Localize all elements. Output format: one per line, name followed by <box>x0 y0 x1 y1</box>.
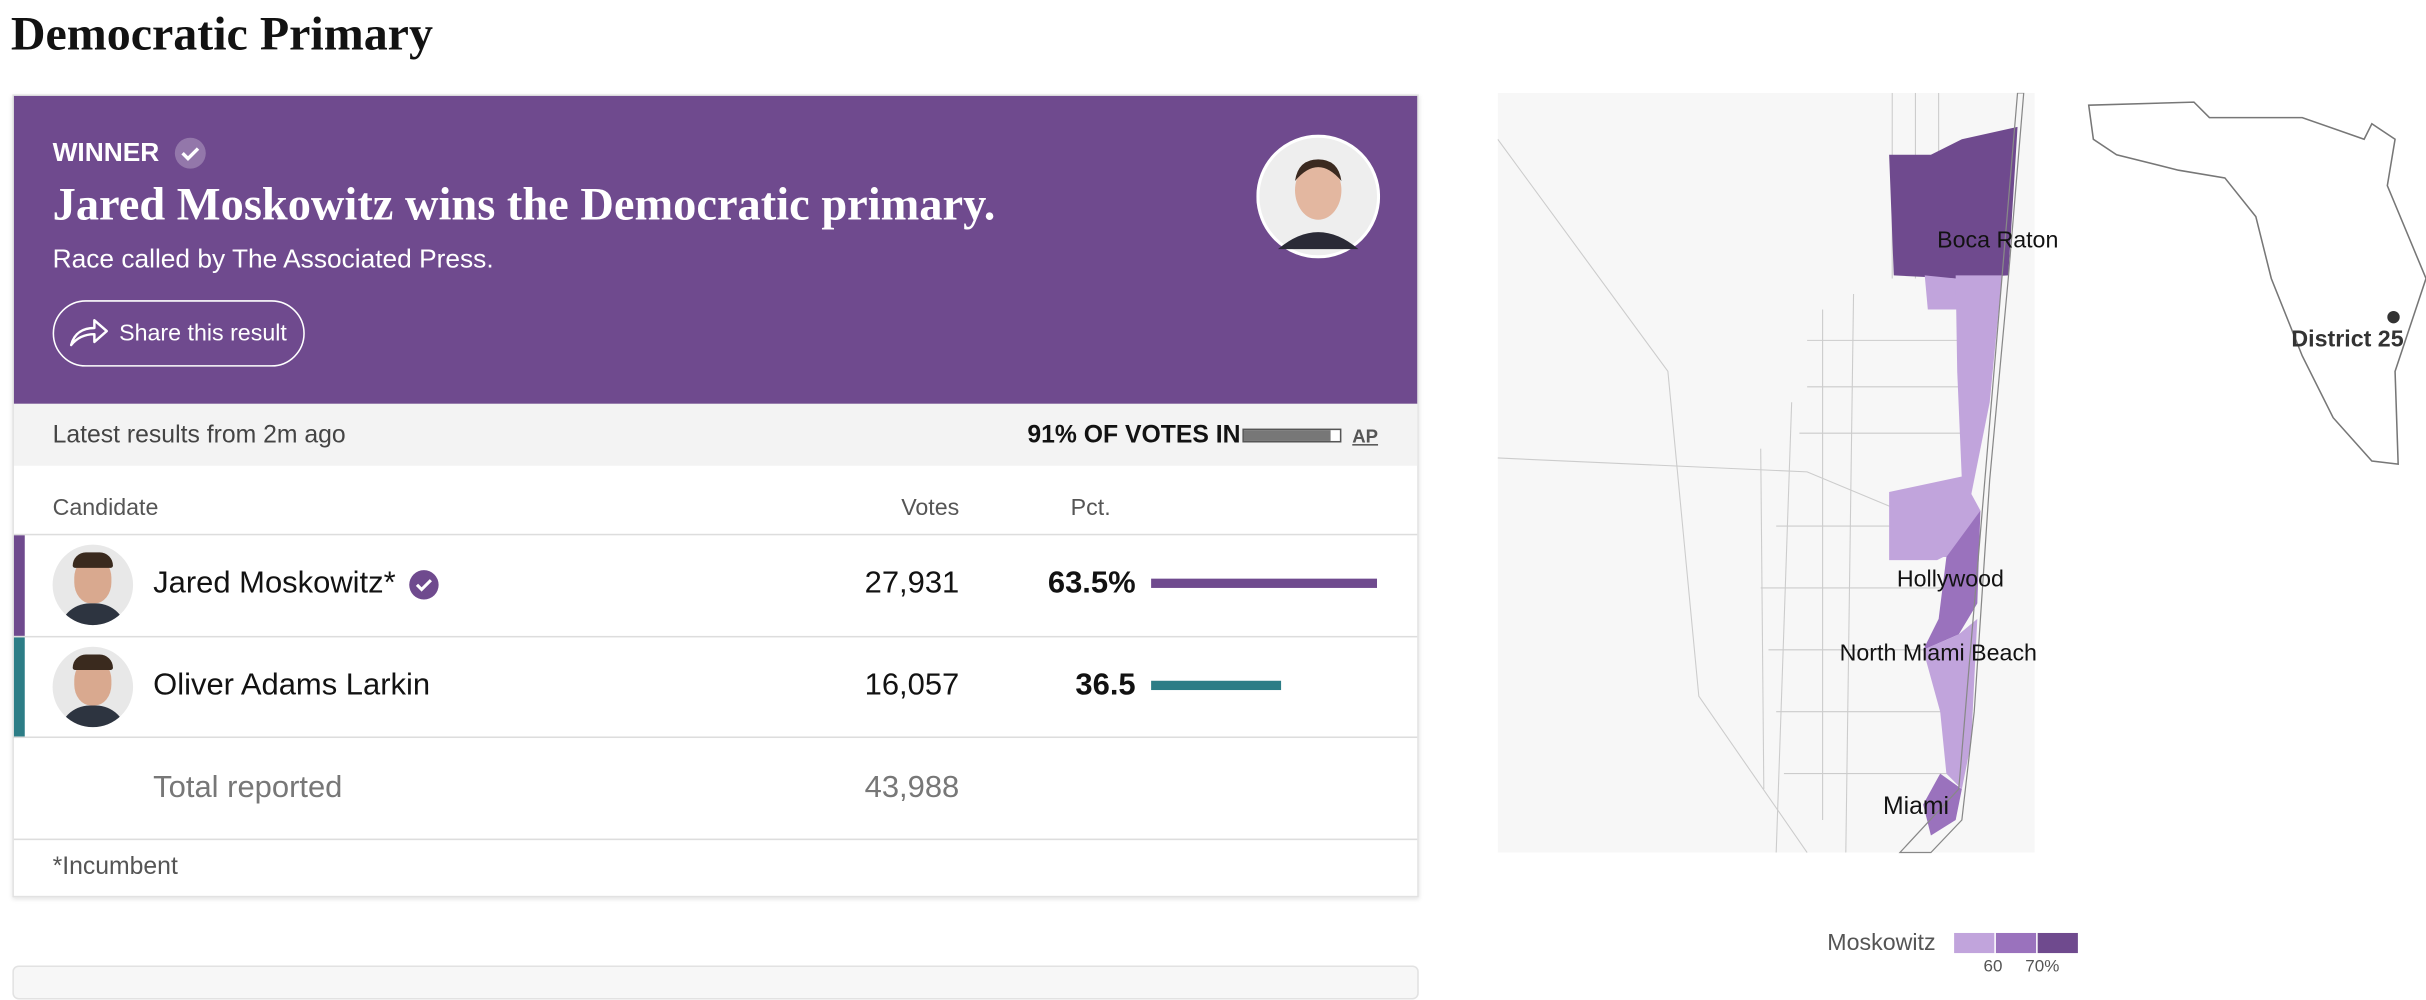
total-label: Total reported <box>153 770 343 805</box>
reporting-bar <box>1243 430 1332 441</box>
column-header: Pct. <box>1070 495 1111 522</box>
winner-banner: WINNER Jared Moskowitz wins the Democrat… <box>13 95 1418 404</box>
total-votes: 43,988 <box>864 770 960 805</box>
reporting-label: 91% OF VOTES IN <box>1027 422 1241 449</box>
results-card: WINNER Jared Moskowitz wins the Democrat… <box>12 94 1419 898</box>
headline: Jared Moskowitz wins the Democratic prim… <box>52 179 996 231</box>
winner-check <box>408 569 439 599</box>
legend-tick: 60 <box>1983 957 2003 977</box>
candidate-row: Jared Moskowitz* 27,931 63.5% <box>13 533 1418 636</box>
photo-body <box>58 603 127 626</box>
district-map <box>1497 92 2426 854</box>
photo-hair <box>72 654 113 670</box>
photo-body <box>58 705 127 728</box>
place-label: North Miami Beach <box>1839 640 2037 667</box>
column-header: Votes <box>901 495 960 522</box>
place-label: Hollywood <box>1896 566 2004 593</box>
map-precincts <box>1889 92 2025 854</box>
next-card <box>12 965 1419 1000</box>
legend-title: Moskowitz <box>1827 929 1936 957</box>
reporting-track <box>1242 428 1342 443</box>
state-outline <box>2087 101 2426 466</box>
subtitle: Race called by The Associated Press. <box>52 244 494 274</box>
latest-results: Latest results from 2m ago <box>52 422 346 449</box>
district-label: District 25 <box>2291 326 2404 353</box>
candidate-votes: 16,057 <box>864 668 960 703</box>
column-header: Candidate <box>52 495 159 522</box>
candidate-stripe <box>13 637 25 739</box>
share-button[interactable]: Share this result <box>52 300 305 367</box>
candidate-stripe <box>13 535 25 636</box>
candidate-photo <box>52 544 134 626</box>
candidate-name: Oliver Adams Larkin <box>153 668 431 703</box>
candidate-pct: 36.5 <box>1075 668 1136 703</box>
candidate-photo <box>52 646 134 728</box>
winner-photo <box>1256 134 1381 259</box>
share-label: Share this result <box>119 320 287 347</box>
candidate-votes: 27,931 <box>864 566 960 601</box>
legend-swatch <box>1954 932 1995 954</box>
place-label: Miami <box>1882 793 1949 821</box>
legend-tick: 70% <box>2025 957 2060 977</box>
legend-swatch <box>2037 932 2078 954</box>
legend-swatch <box>1995 932 2037 954</box>
page-title: Democratic Primary <box>10 6 433 61</box>
footnote: *Incumbent <box>52 854 178 881</box>
place-label: Boca Raton <box>1937 227 2059 254</box>
pct-bar <box>1151 578 1378 588</box>
pct-bar <box>1151 680 1281 691</box>
candidate-pct: 63.5% <box>1047 566 1136 601</box>
candidate-row: Oliver Adams Larkin 16,057 36.5 <box>13 635 1418 739</box>
share-icon <box>69 319 108 347</box>
total-row: Total reported 43,988 <box>13 736 1418 841</box>
district-marker <box>2387 310 2400 324</box>
status-bar: Latest results from 2m ago 91% OF VOTES … <box>13 403 1418 466</box>
photo-hair <box>72 552 113 568</box>
winner-badge: WINNER <box>52 137 160 168</box>
legend-swatches <box>1954 932 2078 954</box>
check-icon <box>174 137 206 169</box>
source: AP <box>1352 425 1379 448</box>
candidate-name: Jared Moskowitz* <box>153 566 439 602</box>
